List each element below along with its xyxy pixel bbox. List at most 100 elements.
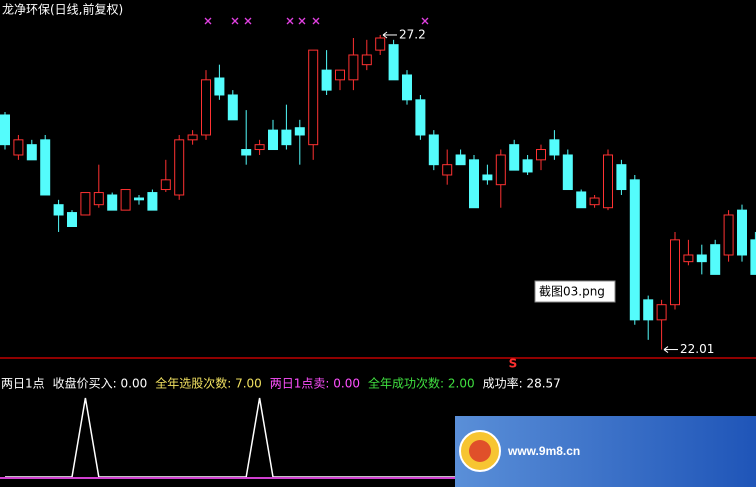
candle-body <box>0 114 10 146</box>
sell-marker: S <box>509 357 518 371</box>
candle-body <box>308 49 319 146</box>
annotation-arrowhead <box>663 346 669 353</box>
candle-body <box>26 144 37 161</box>
chart-title: 龙净环保(日线,前复权) <box>2 2 123 17</box>
candle <box>335 69 345 91</box>
candle <box>375 34 386 55</box>
candle-body <box>120 189 131 211</box>
candle-body <box>348 54 359 81</box>
candle-body <box>737 209 747 256</box>
candle-body <box>696 254 707 263</box>
candle-body <box>576 191 587 209</box>
candle <box>13 134 24 160</box>
indicator-labels: 两日1点 收盘价买入: 0.00 全年选股次数: 7.00 两日1点卖: 0.00 全年… <box>1 376 561 391</box>
candle-body <box>147 192 158 211</box>
candle-body <box>643 299 654 321</box>
candle-body <box>536 149 546 161</box>
candle-body <box>469 159 479 209</box>
candle <box>241 110 252 165</box>
candle <box>308 49 319 160</box>
candle <box>93 164 104 208</box>
candle <box>268 119 278 151</box>
candle <box>227 90 238 121</box>
candle <box>402 70 412 105</box>
candle <box>455 149 466 166</box>
candle <box>522 154 533 175</box>
watermark-logo-inner <box>469 440 491 462</box>
candle-body <box>549 139 560 156</box>
candle-body <box>53 204 64 216</box>
candle <box>201 70 211 140</box>
tooltip: 截图03.png <box>539 285 605 299</box>
candle <box>26 139 37 161</box>
candle-body <box>616 164 627 191</box>
candle <box>120 189 131 211</box>
candle-body <box>710 244 721 275</box>
candle <box>107 192 118 211</box>
candle-body <box>562 154 573 191</box>
candle <box>321 50 332 95</box>
candle-body <box>294 127 305 136</box>
marker-cross <box>231 17 239 25</box>
candle <box>603 149 613 211</box>
candle <box>629 174 640 325</box>
watermark: www.9m8.cn <box>455 416 756 487</box>
candle-body <box>589 197 600 206</box>
candle-body <box>268 129 278 151</box>
candle-body <box>402 74 412 101</box>
candle <box>750 231 756 275</box>
candle-body <box>415 99 426 136</box>
candle-body <box>603 154 613 209</box>
candle <box>415 94 426 140</box>
marker-cross <box>244 17 252 25</box>
candle-body <box>670 239 680 306</box>
candle <box>696 244 707 275</box>
candle <box>576 189 587 209</box>
candle-body <box>134 197 144 201</box>
candle-body <box>93 192 104 206</box>
candle-body <box>723 214 734 256</box>
candle <box>134 194 144 205</box>
candle <box>442 149 453 185</box>
candle-body <box>455 154 466 166</box>
candle-body <box>174 139 185 196</box>
indicator-label: 两日1点卖: 0.00 <box>270 377 360 391</box>
candle <box>616 159 627 195</box>
candle <box>549 130 560 160</box>
indicator-label: 全年选股次数: 7.00 <box>155 376 262 391</box>
candle <box>254 139 265 155</box>
candle-body <box>321 69 332 91</box>
candle-body <box>254 144 265 151</box>
candle <box>281 104 292 150</box>
candle <box>589 194 600 208</box>
candle-body <box>227 94 238 121</box>
candle-body <box>201 79 211 136</box>
candle-body <box>80 192 91 216</box>
candle-body <box>13 139 24 156</box>
candle <box>562 149 573 191</box>
indicator-label: 两日1点 <box>1 377 45 391</box>
candle <box>723 210 734 262</box>
candle <box>737 204 747 262</box>
candle <box>214 64 225 100</box>
candle <box>147 189 158 211</box>
candle-body <box>482 174 493 181</box>
candle <box>174 134 185 200</box>
annotation-arrowhead <box>382 31 388 39</box>
candle <box>482 164 493 185</box>
candle-body <box>40 139 51 196</box>
candle-body <box>107 194 118 211</box>
candle <box>683 239 694 266</box>
candle <box>160 159 171 192</box>
candle <box>53 199 64 232</box>
candle <box>67 210 77 228</box>
candle-body <box>629 179 640 321</box>
marker-cross <box>204 17 212 25</box>
candle-body <box>495 154 506 186</box>
candle <box>469 154 479 209</box>
candle <box>0 111 10 150</box>
candle <box>294 119 305 165</box>
signal-markers <box>204 17 429 25</box>
